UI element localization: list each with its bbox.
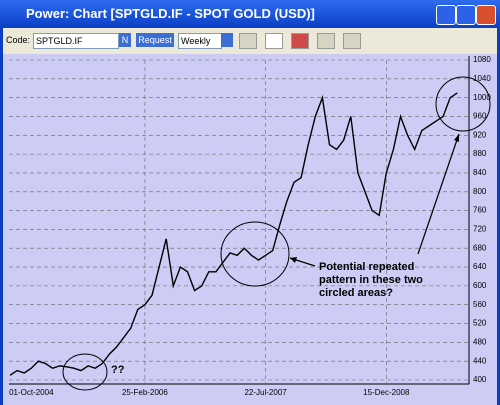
maximize[interactable]	[456, 5, 476, 25]
y-tick-label: 880	[473, 149, 487, 158]
minimize[interactable]	[436, 5, 456, 25]
y-tick-label: 480	[473, 337, 487, 346]
tool-button[interactable]	[343, 33, 361, 49]
code-label: Code:	[6, 35, 31, 45]
close[interactable]	[476, 5, 496, 25]
tool-button[interactable]	[317, 33, 335, 49]
y-tick-label: 640	[473, 262, 487, 271]
code-input[interactable]: SPTGLD.IF	[33, 33, 119, 49]
annotation: pattern in these two	[319, 274, 423, 286]
y-tick-label: 960	[473, 112, 487, 121]
y-tick-label: 800	[473, 187, 487, 196]
arrow-head	[290, 257, 297, 263]
period-dropdown[interactable]	[221, 33, 233, 47]
toolbar: Code: SPTGLD.IF N Request Weekly	[3, 28, 497, 54]
annotation: Potential repeated	[319, 261, 414, 273]
title-bar: Power: Chart [SPTGLD.IF - SPOT GOLD (USD…	[0, 0, 500, 28]
y-tick-label: 1080	[473, 55, 491, 64]
y-tick-label: 760	[473, 206, 487, 215]
y-tick-label: 680	[473, 243, 487, 252]
annotation-circle	[220, 221, 290, 287]
annotation-circle	[62, 353, 108, 391]
y-tick-label: 520	[473, 319, 487, 328]
y-tick-label: 600	[473, 281, 487, 290]
y-tick-label: 920	[473, 130, 487, 139]
tool-button[interactable]	[291, 33, 309, 49]
annotation-arrow	[417, 133, 460, 255]
y-tick-label: 840	[473, 168, 487, 177]
window-title: Power: Chart [SPTGLD.IF - SPOT GOLD (USD…	[26, 6, 315, 21]
y-tick-label: 720	[473, 225, 487, 234]
tool-button[interactable]	[239, 33, 257, 49]
period-select[interactable]: Weekly	[178, 33, 222, 49]
annotation: ??	[111, 364, 125, 376]
y-tick-label: 440	[473, 356, 487, 365]
y-tick-label: 1000	[473, 93, 491, 102]
x-tick-label: 22-Jul-2007	[244, 388, 287, 397]
x-tick-label: 15-Dec-2008	[363, 388, 410, 397]
request-button[interactable]: Request	[136, 33, 174, 47]
annotation-circle	[435, 76, 491, 132]
y-tick-label: 560	[473, 300, 487, 309]
tool-button[interactable]	[265, 33, 283, 49]
annotation: circled areas?	[319, 287, 393, 299]
n-button[interactable]: N	[119, 33, 131, 47]
chart: 400 440 480 520 560 600 640 680 720 760 800 840 880 9…	[3, 54, 497, 405]
price-line	[9, 92, 458, 376]
y-tick-label: 1040	[473, 74, 491, 83]
x-tick-label: 01-Oct-2004	[9, 388, 54, 397]
y-tick-label: 400	[473, 375, 487, 384]
arrow-head	[454, 134, 459, 142]
x-tick-label: 25-Feb-2006	[122, 388, 168, 397]
